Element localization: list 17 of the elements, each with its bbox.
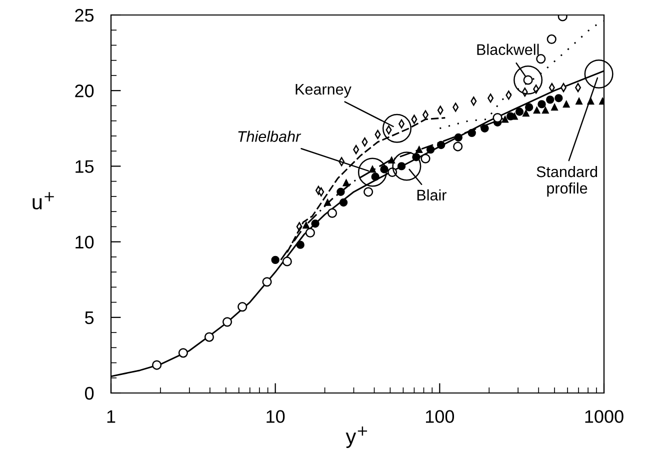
y-tick-label: 20 xyxy=(75,84,94,98)
x-tick-label: 10 xyxy=(266,410,285,423)
y-tick-label: 0 xyxy=(85,386,94,400)
y-axis-title: u$^{+}$ xyxy=(32,192,54,210)
annotation: Blair xyxy=(417,189,446,201)
annotation: Kearney xyxy=(296,84,352,98)
x-tick-label: 1000 xyxy=(585,410,624,423)
annotation: Standard profile xyxy=(536,166,598,197)
x-axis-title: y$^{+}$ xyxy=(346,426,368,448)
annotation: Thielbahr xyxy=(238,130,302,142)
annotation: Blackwell xyxy=(477,44,539,56)
y-tick-label: 10 xyxy=(76,236,94,249)
x-tick-label: 100 xyxy=(426,410,454,423)
x-tick-label: 1 xyxy=(107,410,116,423)
y-tick-label: 25 xyxy=(75,8,94,22)
y-tick-label: 15 xyxy=(76,160,94,173)
y-tick-label: 5 xyxy=(85,312,94,324)
